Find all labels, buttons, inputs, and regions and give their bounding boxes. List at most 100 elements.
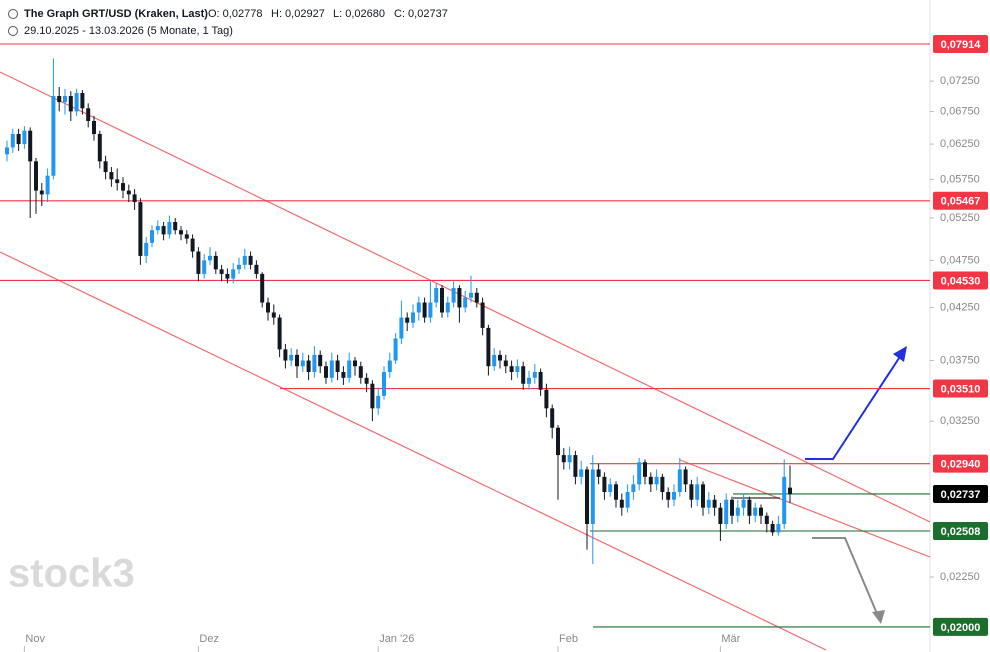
candle-body xyxy=(225,273,230,279)
candle-body xyxy=(208,255,212,261)
candle-body xyxy=(660,476,665,492)
y-tick-label: 0,03250 xyxy=(940,415,980,427)
candle-body xyxy=(161,226,166,235)
candle-body xyxy=(405,317,410,323)
drawings xyxy=(0,71,931,651)
candle-body xyxy=(190,238,195,252)
trend-line xyxy=(679,459,931,558)
candle-body xyxy=(196,251,201,274)
candle-body xyxy=(126,190,131,195)
price-tag-label: 0,02508 xyxy=(941,526,981,538)
candle-body xyxy=(556,427,560,456)
candle-body xyxy=(718,507,723,524)
candle-body xyxy=(387,360,392,372)
price-tag-label: 0,02000 xyxy=(941,622,981,634)
y-tick-label: 0,06750 xyxy=(940,105,980,117)
y-tick-label: 0,07250 xyxy=(940,75,980,87)
y-tick-label: 0,04750 xyxy=(940,254,980,266)
arrowhead-down xyxy=(872,610,885,624)
candle-body xyxy=(654,476,659,485)
candle-body xyxy=(492,354,497,367)
y-tick-label: 0,06250 xyxy=(940,138,980,150)
candle-body xyxy=(115,179,120,184)
candle-body xyxy=(68,96,73,112)
price-tag xyxy=(933,379,988,398)
candle-body xyxy=(260,273,265,303)
candle-body xyxy=(625,491,630,508)
candle-body xyxy=(730,499,734,516)
candle-body xyxy=(289,354,294,361)
candle-body xyxy=(770,523,775,533)
arrow-down xyxy=(812,537,879,617)
candle-body xyxy=(10,133,15,148)
candle-body xyxy=(109,172,114,180)
candle-body xyxy=(608,484,613,492)
candle-body xyxy=(701,484,705,508)
candle-body xyxy=(585,469,589,524)
candle-body xyxy=(97,133,102,162)
candle-body xyxy=(759,507,763,516)
candle-body xyxy=(132,194,137,203)
candle-body xyxy=(57,96,62,103)
candle-body xyxy=(631,484,636,492)
clock-icon xyxy=(8,26,18,36)
candle-body xyxy=(550,408,555,428)
candle-body xyxy=(712,499,717,508)
candle-body xyxy=(45,175,50,195)
candle-body xyxy=(393,338,398,361)
candle-body xyxy=(741,499,746,508)
price-tag xyxy=(933,191,988,210)
candle-body xyxy=(22,130,27,145)
candle-body xyxy=(666,491,671,500)
candle-body xyxy=(5,147,9,155)
watermark: stock3 xyxy=(8,552,135,596)
candle-body xyxy=(782,476,787,524)
candle-body xyxy=(347,360,352,378)
candle-body xyxy=(237,264,241,270)
header: The Graph GRT/USD (Kraken, Last) O: 0,02… xyxy=(8,8,448,37)
candle-body xyxy=(573,455,578,477)
candle-body xyxy=(567,455,572,463)
channel-lower xyxy=(0,251,827,651)
candle-body xyxy=(202,260,207,274)
y-tick-label: 0,04250 xyxy=(940,301,980,313)
candle-body xyxy=(86,108,91,121)
candle-body xyxy=(138,202,143,256)
header-title: The Graph GRT/USD (Kraken, Last) xyxy=(24,8,208,20)
price-tag-label: 0,03510 xyxy=(941,383,981,395)
candle-body xyxy=(724,499,729,524)
candle-body xyxy=(469,292,473,298)
arrow-up xyxy=(805,351,904,460)
candle-body xyxy=(341,371,346,378)
price-tag xyxy=(933,484,988,503)
status-icon xyxy=(8,9,18,19)
candle-body xyxy=(619,499,624,508)
candle-body xyxy=(271,312,276,318)
candle-body xyxy=(300,360,305,367)
candle-body xyxy=(34,161,38,191)
candle-body xyxy=(103,161,108,173)
candle-body xyxy=(753,507,758,516)
candle-body xyxy=(173,221,178,231)
candle-body xyxy=(544,389,549,409)
y-tick-label: 0,05250 xyxy=(940,212,980,224)
candle-body xyxy=(370,383,375,409)
candle-body xyxy=(689,484,694,500)
candle-body xyxy=(503,360,508,367)
price-tag xyxy=(933,454,988,473)
candle-body xyxy=(561,455,566,463)
price-tag xyxy=(933,35,988,54)
candle-body xyxy=(382,371,386,396)
candle-body xyxy=(248,255,253,265)
plot: 0,07250 0,06750 0,06250 0,05750 0,05250 0,047… xyxy=(0,35,988,652)
candle-body xyxy=(358,366,363,378)
candle-body xyxy=(179,230,183,235)
candle-body xyxy=(683,469,688,485)
candle-body xyxy=(242,255,247,265)
price-tag-label: 0,02940 xyxy=(941,459,981,471)
candle-body xyxy=(747,499,752,516)
candle-body xyxy=(74,92,79,112)
price-tag xyxy=(933,617,988,636)
candle-body xyxy=(764,515,769,524)
